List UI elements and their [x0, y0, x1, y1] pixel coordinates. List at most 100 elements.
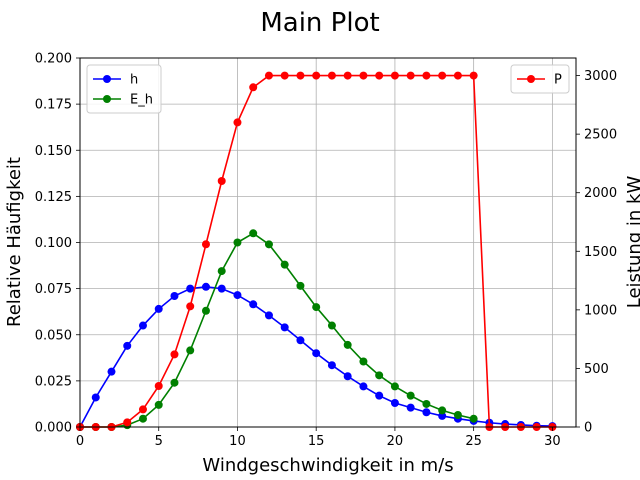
data-point — [123, 418, 132, 427]
series-p — [76, 71, 557, 431]
data-point — [233, 118, 242, 127]
data-point — [375, 71, 384, 80]
y-right-tick-label: 0 — [584, 421, 592, 436]
data-point — [296, 336, 305, 345]
data-point — [390, 71, 399, 80]
legend-right: P — [510, 64, 570, 94]
data-point — [154, 382, 163, 390]
data-point — [327, 321, 336, 330]
data-point — [327, 71, 336, 80]
data-point — [422, 408, 431, 417]
legend-item: h — [93, 73, 138, 88]
data-point — [280, 323, 289, 332]
data-point — [264, 311, 273, 320]
y-right-tick-label: 2500 — [584, 128, 617, 143]
legend-item: P — [517, 73, 562, 88]
data-point — [138, 321, 147, 330]
data-point — [296, 281, 305, 290]
data-point — [453, 411, 462, 420]
data-point — [170, 350, 179, 359]
data-point — [422, 71, 431, 80]
y-left-tick-label: 0.075 — [35, 282, 72, 297]
data-point — [264, 71, 273, 80]
y-right-tick-label: 1000 — [584, 303, 617, 318]
x-tick-label: 5 — [155, 434, 163, 449]
y-axis-left-label: Relative Häufigkeit — [4, 157, 25, 327]
data-point — [233, 291, 242, 300]
data-point — [375, 391, 384, 400]
data-point — [154, 400, 163, 409]
data-point — [107, 367, 116, 376]
data-point — [138, 414, 147, 423]
data-point — [138, 405, 147, 414]
data-point — [343, 372, 352, 381]
data-point — [186, 284, 195, 293]
y-left-tick-label: 0.175 — [35, 98, 72, 113]
data-point — [233, 238, 242, 247]
data-point — [217, 284, 226, 293]
y-left-tick-label: 0.100 — [35, 236, 72, 251]
data-point — [123, 341, 132, 350]
data-point — [280, 260, 289, 269]
data-point — [390, 399, 399, 408]
y-axis-right-label: Leistung in kW — [624, 176, 640, 309]
legend-marker — [103, 95, 111, 103]
data-point — [201, 282, 210, 291]
data-point — [438, 406, 447, 415]
data-point — [170, 378, 179, 387]
data-point — [186, 346, 195, 355]
grid — [79, 57, 576, 428]
y-left-tick-label: 0.000 — [35, 421, 72, 436]
data-point — [390, 382, 399, 391]
data-point — [359, 382, 368, 391]
x-tick-label: 10 — [229, 434, 246, 449]
legend-item: E_h — [93, 93, 153, 108]
legend-label: E_h — [130, 93, 153, 108]
data-point — [359, 357, 368, 366]
y-right-tick-label: 2000 — [584, 186, 617, 201]
legend-marker — [527, 75, 535, 83]
legend-left: h E_h — [86, 64, 162, 114]
data-point — [280, 71, 289, 80]
y-right-tick-label: 3000 — [584, 69, 617, 84]
data-point — [170, 292, 179, 301]
data-point — [469, 414, 478, 423]
x-tick-label: 25 — [465, 434, 482, 449]
data-point — [343, 340, 352, 349]
data-point — [201, 306, 210, 315]
data-point — [201, 240, 210, 249]
x-axis-label: Windgeschwindigkeit in m/s — [202, 455, 453, 476]
data-point — [264, 240, 273, 249]
data-point — [312, 349, 321, 358]
x-tick-label: 0 — [76, 434, 84, 449]
series-h — [76, 282, 557, 431]
data-point — [406, 391, 415, 400]
x-tick-label: 20 — [387, 434, 404, 449]
data-point — [249, 229, 258, 238]
data-point — [217, 177, 226, 185]
y-left-tick-label: 0.050 — [35, 328, 72, 343]
data-point — [249, 300, 258, 309]
data-point — [343, 71, 352, 80]
data-point — [217, 267, 226, 276]
x-axis: 0 5 10 15 20 25 30 — [76, 427, 561, 449]
legend-marker — [103, 75, 111, 83]
data-point — [469, 71, 478, 80]
data-point — [453, 71, 462, 80]
y-axis-right: 0 500 1000 1500 2000 2500 3000 — [576, 69, 617, 436]
data-point — [375, 371, 384, 380]
series-e-h — [76, 229, 478, 431]
data-point — [296, 71, 305, 80]
y-right-tick-label: 1500 — [584, 245, 617, 260]
data-point — [186, 302, 195, 311]
data-point — [438, 411, 447, 420]
data-point — [438, 71, 447, 80]
y-left-tick-label: 0.200 — [35, 52, 72, 67]
y-right-tick-label: 500 — [584, 362, 609, 377]
data-point — [422, 399, 431, 408]
y-left-tick-label: 0.125 — [35, 190, 72, 205]
data-point — [154, 304, 163, 313]
x-tick-label: 15 — [308, 434, 325, 449]
series-layer — [76, 71, 557, 431]
